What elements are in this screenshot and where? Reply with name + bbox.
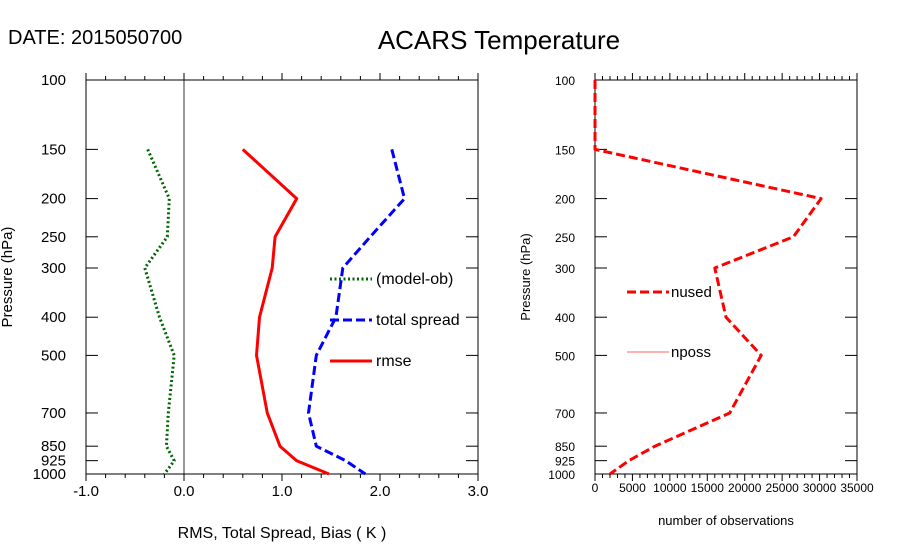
y-tick-label: 850 [41, 438, 66, 455]
legend-label: nposs [671, 344, 711, 361]
x-axis-label: RMS, Total Spread, Bias ( K ) [178, 525, 387, 542]
y-tick-label: 150 [555, 143, 575, 157]
x-tick-label: 25000 [765, 481, 799, 495]
x-tick-label: 2.0 [370, 483, 391, 500]
legend-label: rmse [376, 353, 412, 370]
y-tick-label: 200 [555, 193, 575, 207]
y-tick-label: 250 [41, 229, 66, 246]
y-tick-label: 300 [41, 260, 66, 277]
x-tick-label: 0.0 [174, 483, 195, 500]
y-tick-label: 300 [555, 262, 575, 276]
x-tick-label: 10000 [653, 481, 687, 495]
y-tick-label: 100 [555, 74, 575, 88]
x-tick-label: 1.0 [272, 483, 293, 500]
series-line-nused [593, 80, 823, 476]
y-tick-label: 1000 [33, 466, 66, 483]
y-tick-label: 925 [41, 453, 66, 470]
y-tick-label: 400 [555, 311, 575, 325]
date-label: DATE: 2015050700 [8, 27, 182, 49]
y-axis-label: Pressure (hPa) [518, 233, 533, 320]
x-tick-label: 15000 [691, 481, 725, 495]
x-axis-label: number of observations [658, 513, 794, 528]
y-tick-label: 400 [41, 309, 66, 326]
legend-label: (model-ob) [376, 271, 453, 288]
legend-label: total spread [376, 312, 460, 329]
x-tick-label: 20000 [728, 481, 762, 495]
y-tick-label: 250 [555, 231, 575, 245]
y-tick-label: 1000 [548, 468, 575, 482]
y-tick-label: 850 [555, 440, 575, 454]
x-tick-label: 5000 [619, 481, 646, 495]
y-tick-label: 100 [41, 72, 66, 89]
y-tick-label: 200 [41, 191, 66, 208]
x-tick-label: 30000 [803, 481, 837, 495]
y-axis-label: Pressure (hPa) [0, 227, 16, 328]
chart-title: ACARS Temperature [378, 25, 620, 55]
y-tick-label: 500 [41, 347, 66, 364]
y-tick-label: 150 [41, 141, 66, 158]
x-tick-label: -1.0 [73, 483, 99, 500]
series-line-total-spread [307, 149, 406, 476]
series-line-model-ob [143, 148, 176, 475]
x-tick-label: 0 [592, 481, 599, 495]
x-tick-label: 35000 [840, 481, 874, 495]
plot-frame [594, 79, 858, 475]
x-tick-label: 3.0 [468, 483, 489, 500]
y-tick-label: 500 [555, 349, 575, 363]
y-tick-label: 700 [41, 405, 66, 422]
series-line-rmse [241, 148, 330, 476]
y-tick-label: 925 [555, 455, 575, 469]
y-tick-label: 700 [555, 407, 575, 421]
legend-label: nused [671, 284, 712, 301]
